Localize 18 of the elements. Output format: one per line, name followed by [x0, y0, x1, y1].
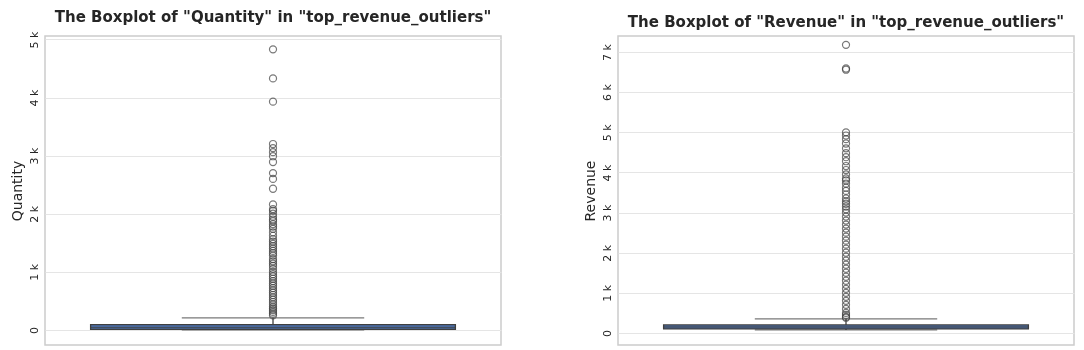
y-tick-label: 1 k — [600, 284, 614, 302]
y-tick-label: 3 k — [27, 147, 41, 165]
y-tick-label: 2 k — [27, 205, 41, 223]
y-tick-label: 1 k — [27, 263, 41, 281]
y-tick-label: 5 k — [600, 123, 614, 142]
y-tick-label: 2 k — [600, 244, 614, 262]
y-tick-label: 4 k — [27, 89, 41, 107]
y-tick-label: 7 k — [600, 43, 614, 61]
y-axis-title: Quantity — [8, 160, 25, 222]
chart-title: The Boxplot of "Quantity" in "top_revenue_outliers" — [54, 8, 492, 27]
y-tick-label: 0 — [600, 329, 614, 337]
chart-title: The Boxplot of "Revenue" in "top_revenue_outliers" — [627, 13, 1065, 31]
y-tick-label: 6 k — [600, 83, 614, 102]
y-tick-label: 3 k — [600, 204, 614, 222]
y-tick-label: 4 k — [600, 163, 614, 182]
y-tick-label: 5 k — [27, 30, 41, 49]
y-tick-label: 0 — [27, 326, 41, 334]
y-axis-title: Revenue — [581, 160, 598, 222]
